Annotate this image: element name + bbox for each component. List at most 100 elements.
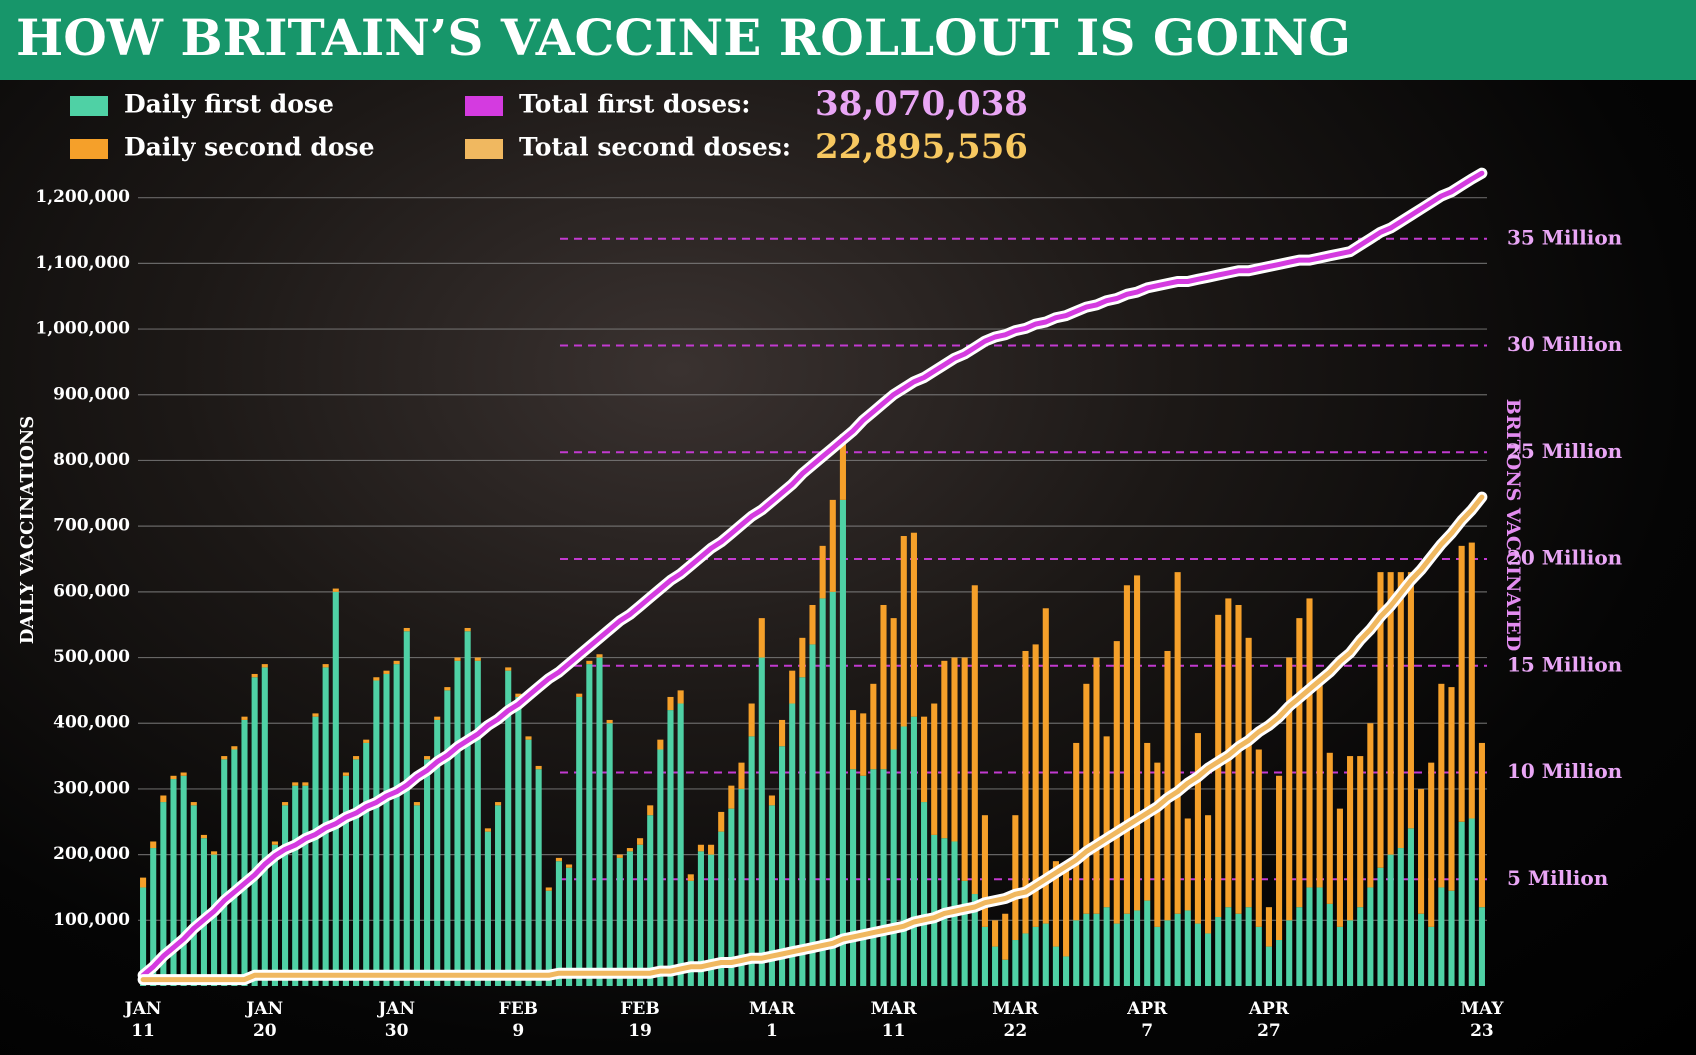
bar <box>444 690 451 986</box>
bar <box>647 805 654 816</box>
bar <box>566 864 573 868</box>
bar <box>971 894 978 986</box>
bar <box>393 664 400 986</box>
bar <box>495 805 502 986</box>
bar <box>1387 572 1394 855</box>
bar <box>302 785 309 986</box>
legend-total: 22,895,556 <box>815 127 1028 167</box>
bar <box>910 716 917 986</box>
y-tick-label: 700,000 <box>53 516 130 536</box>
bar <box>758 618 765 658</box>
bar <box>1164 920 1171 986</box>
bar <box>1245 907 1252 986</box>
bar <box>1002 959 1009 986</box>
bar <box>1134 910 1141 986</box>
bar <box>1418 913 1425 986</box>
bar <box>1154 762 1161 927</box>
bar <box>626 848 633 852</box>
y-tick-label: 900,000 <box>53 384 130 404</box>
bar <box>799 677 806 986</box>
bar <box>221 756 228 760</box>
x-tick-label: APR 7 <box>1127 999 1168 1041</box>
bar <box>1184 910 1191 986</box>
bar <box>687 880 694 986</box>
bar <box>931 834 938 986</box>
bar <box>850 710 857 770</box>
x-tick-label: APR 27 <box>1248 999 1289 1041</box>
bar <box>424 756 431 760</box>
bar <box>200 834 207 839</box>
bar <box>525 736 532 740</box>
x-tick-label: MAR 22 <box>992 999 1039 1041</box>
bar <box>1083 913 1090 986</box>
bar <box>829 591 836 986</box>
bar <box>535 765 542 770</box>
bar <box>190 805 197 986</box>
bar <box>566 867 573 986</box>
bar <box>1306 887 1313 986</box>
bar <box>1357 907 1364 986</box>
bar <box>1286 657 1293 921</box>
bar <box>464 627 471 632</box>
bar <box>373 677 380 681</box>
bar <box>596 654 603 658</box>
bar <box>545 887 552 891</box>
bar <box>1448 890 1455 986</box>
bar <box>860 775 867 986</box>
y-axis-title: DAILY VACCINATIONS <box>17 416 38 645</box>
y-tick-label: 400,000 <box>53 713 130 733</box>
bar <box>1468 542 1475 819</box>
bar <box>647 815 654 986</box>
bar <box>921 716 928 803</box>
legend-label: Daily first dose <box>124 90 334 119</box>
bar <box>1215 917 1222 986</box>
bar <box>383 673 390 986</box>
bar <box>596 657 603 986</box>
bar <box>231 746 238 750</box>
bar <box>1245 637 1252 908</box>
bar <box>687 874 694 881</box>
bar <box>748 736 755 986</box>
bar <box>1336 808 1343 927</box>
bar <box>738 788 745 986</box>
bar <box>505 670 512 986</box>
bar <box>637 844 644 986</box>
bar <box>1367 887 1374 986</box>
bar <box>1093 913 1100 986</box>
bar <box>444 687 451 691</box>
bar <box>1022 933 1029 986</box>
bar <box>576 696 583 986</box>
bar <box>292 785 299 986</box>
bar <box>271 841 278 845</box>
bar <box>809 604 816 645</box>
bar <box>1073 742 1080 921</box>
bar <box>1174 572 1181 914</box>
bar <box>1103 907 1110 986</box>
bar <box>322 664 329 668</box>
bar <box>434 716 441 720</box>
bar <box>1428 762 1435 927</box>
y-tick-label: 1,200,000 <box>35 187 130 207</box>
bar <box>1174 913 1181 986</box>
bar <box>637 838 644 845</box>
bar <box>403 631 410 986</box>
bar <box>505 667 512 671</box>
bar <box>870 683 877 770</box>
y-tick-label: 1,000,000 <box>35 319 130 339</box>
bar <box>738 762 745 789</box>
line <box>140 494 1485 983</box>
bar <box>1296 618 1303 908</box>
bar <box>1063 956 1070 986</box>
bar <box>1052 946 1059 986</box>
bar <box>292 782 299 786</box>
bar <box>1387 854 1394 986</box>
bar <box>454 657 461 661</box>
bar <box>819 598 826 986</box>
bar <box>312 713 319 717</box>
y2-tick-label: 10 Million <box>1507 759 1623 783</box>
bar <box>211 854 218 986</box>
bar <box>495 802 502 806</box>
bar <box>1002 913 1009 960</box>
